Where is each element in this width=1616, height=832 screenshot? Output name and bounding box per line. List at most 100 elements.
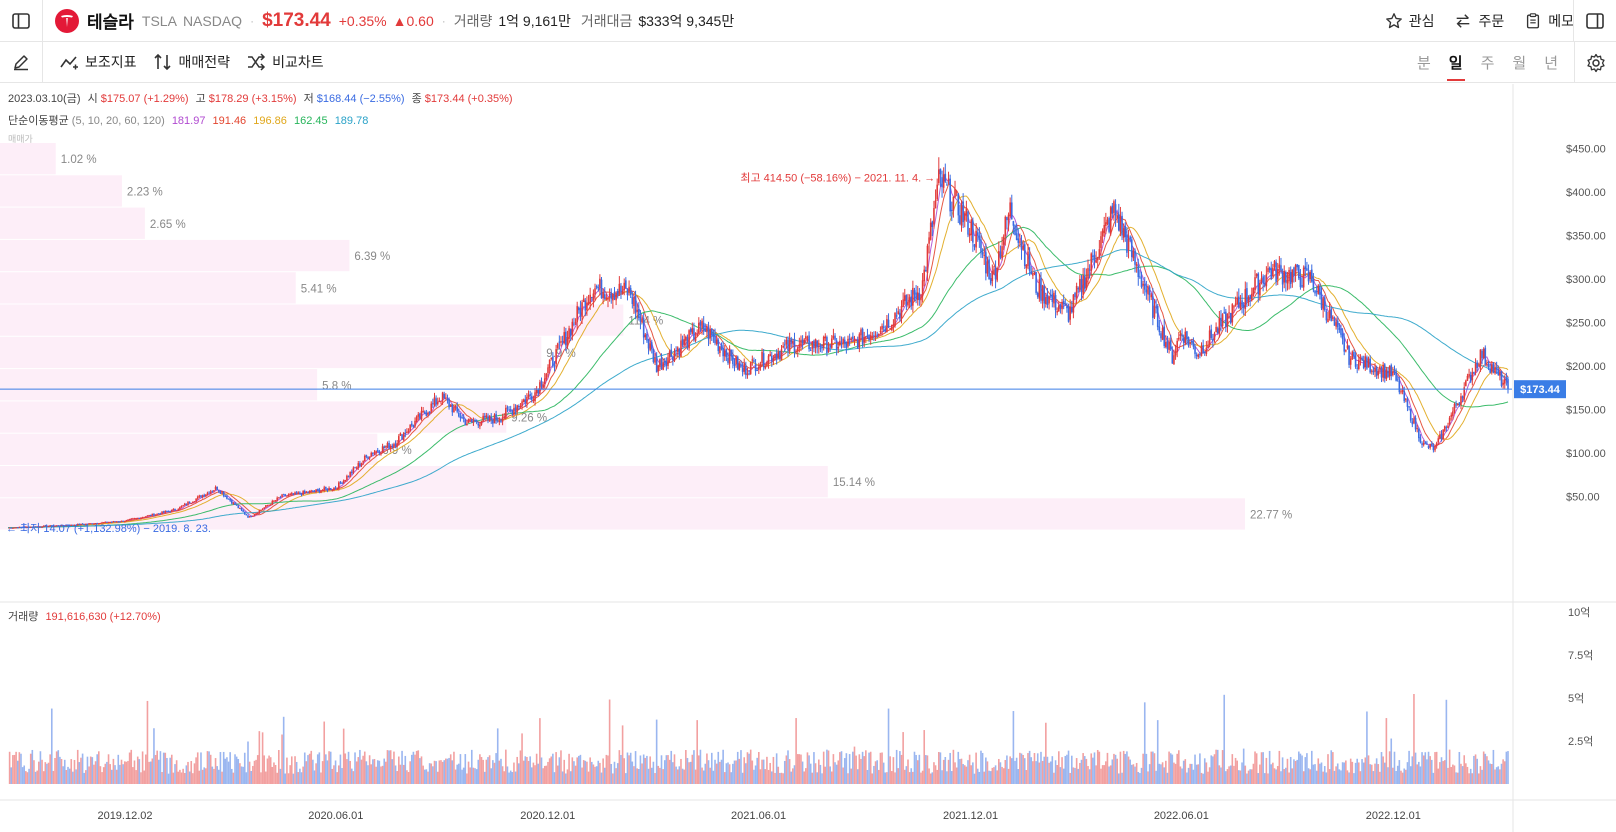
candle-body (800, 339, 802, 345)
volume-bar (205, 768, 207, 784)
candle-body (1226, 313, 1229, 327)
volume-bar (1025, 770, 1028, 784)
volume-bar (107, 754, 110, 784)
candle-body (449, 405, 452, 407)
candle-body (973, 244, 976, 247)
volume-bar (655, 719, 658, 784)
volume-bar (733, 760, 736, 784)
candle-body (440, 401, 442, 403)
memo-button[interactable]: 메모 (1524, 11, 1574, 31)
volume-bar (942, 759, 945, 784)
volume-bar (1395, 771, 1397, 784)
volume-bar (1422, 755, 1425, 784)
candle-body (1323, 297, 1326, 311)
candle-body (698, 322, 700, 334)
volume-bar (785, 755, 788, 784)
profile-header: 매매가 (8, 134, 33, 144)
y-tick-label: $350.00 (1566, 231, 1606, 243)
volume-bar (130, 749, 133, 784)
tab-day[interactable]: 일 (1446, 42, 1465, 83)
volume-bar (328, 751, 330, 784)
volume-bar (985, 757, 987, 784)
volume-bar (986, 761, 989, 784)
volume-bar (1095, 765, 1097, 784)
candle-body (266, 505, 269, 507)
volume-bar (1028, 750, 1031, 784)
volume-bar (743, 757, 746, 784)
volume-bar (1184, 759, 1187, 784)
tab-minute[interactable]: 분 (1416, 55, 1431, 72)
candle-body (1426, 443, 1428, 445)
candle-body (673, 351, 676, 361)
volume-bar (550, 756, 553, 784)
volume-bar (582, 760, 585, 784)
tab-month[interactable]: 월 (1512, 55, 1527, 72)
candle-body (1048, 296, 1050, 304)
volume-bar (1004, 760, 1007, 784)
compare-button[interactable]: 비교차트 (246, 52, 324, 72)
volume-bar (435, 761, 437, 784)
watch-button[interactable]: 관심 (1385, 11, 1434, 31)
volume-bar (404, 755, 407, 784)
volume-bar (897, 768, 900, 784)
volume-bar (1061, 757, 1063, 784)
volume-bar (830, 771, 833, 784)
volume-bar (158, 759, 160, 784)
candle-body (412, 425, 415, 427)
y-tick-label: $250.00 (1566, 318, 1606, 330)
volume-bar (1354, 762, 1357, 784)
candle-body (240, 508, 243, 511)
volume-bar (54, 757, 56, 784)
candle-body (1225, 311, 1227, 328)
candle-body (856, 339, 859, 349)
candle-body (148, 515, 150, 517)
candle-body (261, 508, 264, 510)
volume-bar (36, 770, 38, 784)
tab-week[interactable]: 주 (1480, 55, 1495, 72)
volume-bar (1105, 761, 1107, 784)
candle-body (1173, 355, 1175, 365)
volume-bar (1182, 760, 1185, 784)
volume-bar (85, 770, 87, 784)
candle-body (1108, 217, 1110, 232)
order-button[interactable]: 주문 (1454, 11, 1504, 31)
strategy-button[interactable]: 매매전략 (153, 52, 230, 72)
candle-body (826, 337, 828, 354)
volume-bar (1208, 767, 1211, 784)
volume-bar (657, 765, 660, 784)
candle-body (681, 339, 684, 346)
candle-body (965, 208, 968, 215)
volume-bar (198, 770, 201, 784)
volume-bar (1145, 753, 1148, 784)
volume-bar (185, 765, 188, 784)
volume-bar (21, 767, 24, 784)
volume-bar (46, 763, 48, 784)
sidebar-toggle-icon[interactable] (0, 0, 42, 42)
price-chart[interactable]: 1.02 %2.23 %2.65 %6.39 %5.41 %11.4 %9.9 … (0, 84, 1616, 832)
candle-body (980, 239, 982, 253)
volume-bar (477, 759, 480, 784)
settings-gear-icon[interactable] (1574, 42, 1616, 83)
indicator-button[interactable]: 보조지표 (59, 52, 137, 72)
candle-body (608, 293, 611, 296)
panel-toggle-icon[interactable] (1574, 0, 1616, 42)
candle-body (1429, 444, 1431, 448)
volume-bar (106, 761, 108, 784)
volume-bar (294, 756, 296, 784)
candle-body (398, 436, 400, 444)
draw-pencil-icon[interactable] (0, 42, 42, 83)
candle-body (33, 526, 35, 528)
candle-body (128, 518, 131, 520)
candle-body (467, 418, 470, 423)
candle-body (297, 492, 300, 494)
candle-body (28, 526, 30, 528)
volume-bar (1241, 762, 1243, 784)
tab-year[interactable]: 년 (1544, 55, 1558, 72)
candle-body (140, 517, 142, 519)
volume-bar (955, 767, 958, 784)
candle-body (644, 334, 647, 338)
candle-body (615, 292, 617, 301)
candle-body (983, 254, 986, 256)
candle-body (72, 524, 74, 526)
candle-body (612, 294, 614, 301)
